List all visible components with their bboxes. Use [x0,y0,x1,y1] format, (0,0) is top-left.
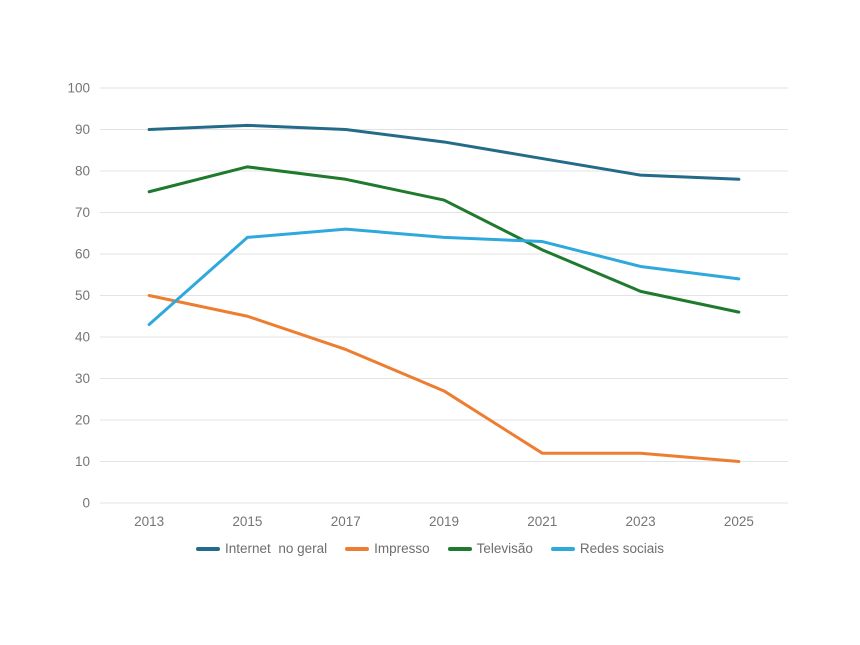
x-axis-label: 2017 [331,514,361,529]
series-line-redes-sociais [147,227,741,327]
legend-label: Redes sociais [579,541,664,556]
x-axis-label: 2013 [134,514,164,529]
legend-item-internet-no-geral: Internet no geral [196,541,327,557]
y-axis-tick-label: 20 [75,413,90,428]
legend-item-televisao: Televisão [447,541,533,557]
x-axis-label: 2015 [232,514,262,529]
y-axis-tick-label: 70 [75,205,90,220]
legend-swatch-redes-sociais [550,547,575,551]
legend-swatch-impresso [345,547,370,551]
y-axis-tick-label: 30 [75,371,90,386]
x-axis-label: 2021 [527,514,557,529]
series-line-internet-no-geral [147,123,741,181]
y-axis-tick-label: 80 [75,164,90,179]
legend-label: Impresso [374,541,430,556]
x-axis-label: 2019 [429,514,459,529]
legend-swatch-internet-no-geral [196,547,221,551]
legend-swatch-televisao [447,547,472,551]
legend-item-impresso: Impresso [345,541,430,557]
legend-label: Internet no geral [225,541,328,556]
x-axis-label: 2023 [626,514,656,529]
legend-label: Televisão [476,541,533,556]
series-line-televisao [147,165,741,314]
y-axis-tick-label: 10 [75,454,90,469]
y-axis-tick-label: 0 [82,496,90,511]
series-line-impresso [147,294,741,463]
y-axis-tick-label: 100 [67,81,90,96]
x-axis-label: 2025 [724,514,754,529]
y-axis-tick-label: 40 [75,330,90,345]
legend-item-redes-sociais: Redes sociais [550,541,664,557]
y-axis-tick-label: 60 [75,247,90,262]
y-axis-tick-label: 50 [75,288,90,303]
legend: Internet no geral Impresso Televisão Redes … [0,541,860,557]
y-axis-tick-label: 90 [75,122,90,137]
